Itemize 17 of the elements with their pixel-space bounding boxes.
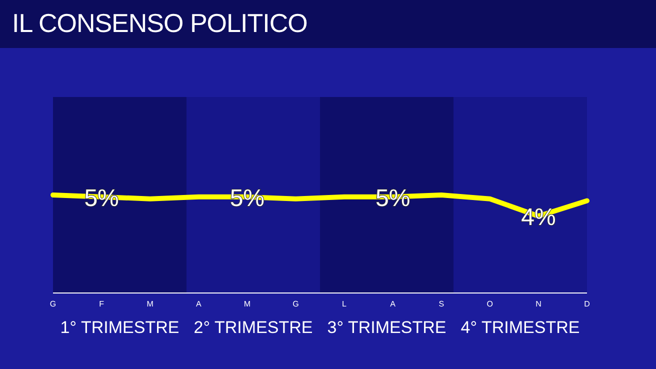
x-tick-label: M <box>244 300 251 309</box>
x-tick-label: A <box>196 300 202 309</box>
x-tick-label: M <box>146 300 154 309</box>
x-tick-label: S <box>438 300 444 309</box>
x-tick-label: G <box>50 300 56 309</box>
text: 3° TRIMESTRE <box>326 318 448 338</box>
x-tick-label: D <box>584 300 590 309</box>
x-tick-label: N <box>536 300 542 309</box>
text: 1° TRIMESTRE <box>59 318 180 338</box>
text: 4° TRIMESTRE <box>460 318 581 338</box>
x-tick-label: A <box>390 300 396 309</box>
text: 2° TRIMESTRE <box>192 318 314 338</box>
x-tick-label: O <box>486 300 494 309</box>
x-tick-label: F <box>99 300 104 309</box>
x-tick-label: G <box>292 300 299 309</box>
chart-title: IL CONSENSO POLITICO <box>12 8 308 39</box>
x-tick-label: L <box>342 300 348 309</box>
